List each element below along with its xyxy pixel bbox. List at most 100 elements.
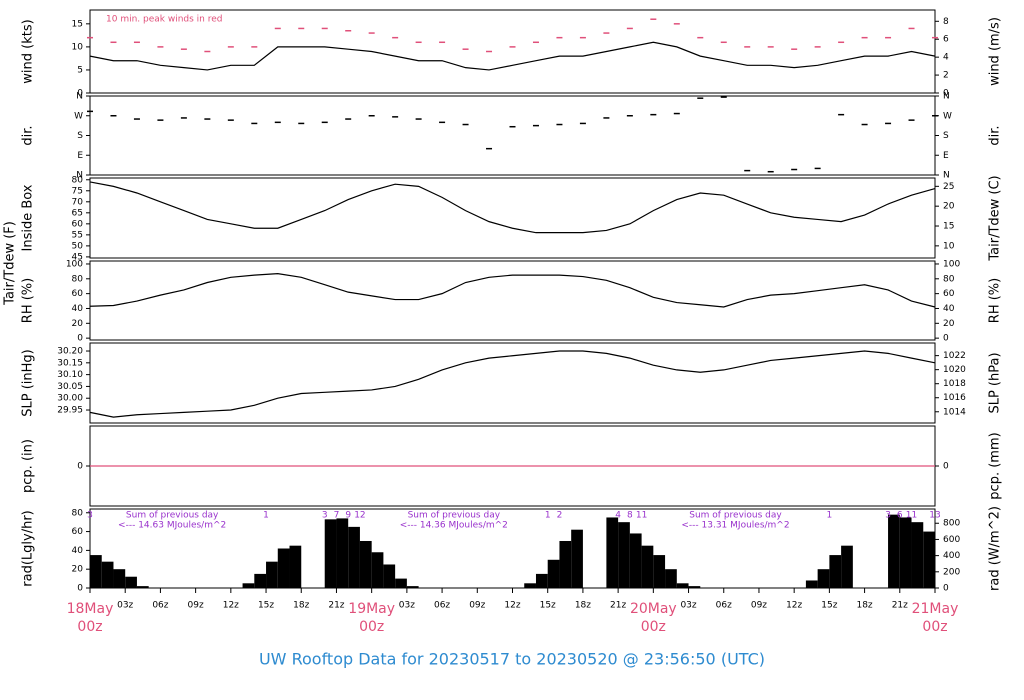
hour-mark: 13 [929,511,940,521]
y2-tick-label: 15 [943,222,954,232]
y-tick-label: 75 [72,186,83,196]
annotation: 10 min. peak winds in red [106,15,223,25]
y-tick-label: 80 [72,175,84,185]
sum-note: <--- 13.31 MJoules/m^2 [681,521,789,531]
y2-tick-label: 4 [943,53,949,63]
y2-tick-label: 80 [943,274,955,284]
bar [254,573,267,588]
hour-mark: 4 [615,511,621,521]
y2-tick-label: W [943,111,952,121]
bar [266,561,278,588]
x-tick-label: 06z [434,601,450,611]
x-tick-label: 18z [856,601,872,611]
sum-note: <--- 14.36 MJoules/m^2 [400,521,508,531]
panel-frame [89,260,936,341]
y2-tick-label: N [943,92,950,102]
x-tick-label: 18z [293,601,309,611]
y-tick-label: S [77,131,83,141]
y2-tick-label: 60 [943,289,955,299]
y-tick-label: N [76,92,83,102]
hour-mark: 2 [557,511,563,521]
y-tick-label: 30.20 [57,347,83,357]
bar [371,552,384,588]
y-tick-label: 30.15 [57,358,83,368]
bar [571,529,583,588]
sum-note: Sum of previous day [689,511,782,521]
x-day-label: 00z [359,619,384,635]
panel-frame [89,9,936,94]
y2-tick-label: 0 [943,462,949,472]
x-tick-label: 12z [504,601,520,611]
bar [606,517,619,588]
y-tick-label: 80 [72,274,84,284]
y-tick-label: 10 [72,42,84,52]
bar [547,559,560,588]
y2-axis-label: dir. [988,125,1003,145]
bar [817,569,830,588]
bar [125,576,137,588]
y2-axis-label: wind (m/s) [988,17,1003,86]
y-tick-label: 0 [77,89,83,99]
y2-tick-label: 0 [943,89,949,99]
panel-frame [89,177,936,259]
x-tick-label: 21z [610,601,626,611]
bar [524,583,536,588]
hour-mark: 3 [87,511,93,521]
y2-tick-label: 1014 [943,407,966,417]
y2-tick-label: E [943,151,949,161]
bar [888,514,900,588]
y-tick-label: 5 [77,65,83,75]
y-axis-label: SLP (inHg) [21,349,36,417]
hour-mark: 6 [897,511,903,521]
chart-title: UW Rooftop Data for 20230517 to 20230520… [259,650,765,669]
y2-tick-label: 400 [943,551,960,561]
x-tick-label: 09z [469,601,485,611]
y-tick-label: 30.10 [57,370,83,380]
x-day-label: 19May [348,601,395,617]
bar [688,586,701,588]
hour-mark: 8 [627,511,633,521]
series-line [89,41,936,71]
panel-frame [89,95,936,176]
y-tick-label: 30.00 [57,394,83,404]
bar [665,569,677,588]
bar [653,555,666,588]
hour-mark: 9 [345,511,351,521]
bar [289,545,302,588]
y-tick-label: 60 [72,219,84,229]
y-tick-label: 55 [72,230,83,240]
x-day-label: 21May [912,601,959,617]
bar [923,531,935,588]
x-tick-label: 06z [152,601,168,611]
x-tick-label: 03z [680,601,696,611]
bar [90,555,102,588]
y2-tick-label: S [943,131,949,141]
y-tick-label: 40 [72,304,84,314]
x-day-label: 18May [67,601,114,617]
x-tick-label: 15z [821,601,837,611]
y2-tick-label: 1016 [943,393,966,403]
y2-tick-label: N [943,171,950,181]
bar [911,522,924,588]
x-tick-label: 06z [716,601,732,611]
hour-mark: 1 [545,511,551,521]
sum-note: Sum of previous day [126,511,219,521]
y-axis-label: wind (kts) [21,19,36,83]
y-tick-label: 60 [72,289,84,299]
series-line [89,273,936,308]
hour-mark: 1 [263,511,269,521]
bar [805,580,818,588]
x-tick-label: 12z [223,601,239,611]
bar [336,518,349,588]
bar [242,583,255,588]
hour-mark: 12 [354,511,365,521]
y-tick-label: 30.05 [57,382,83,392]
x-tick-label: 18z [575,601,591,611]
x-tick-label: 12z [786,601,802,611]
bar [406,586,419,588]
y-tick-label: W [74,111,83,121]
y-tick-label: 80 [72,508,84,518]
bar [136,586,149,588]
x-day-label: 20May [630,601,677,617]
y-axis-label: pcp. (in) [21,439,36,493]
